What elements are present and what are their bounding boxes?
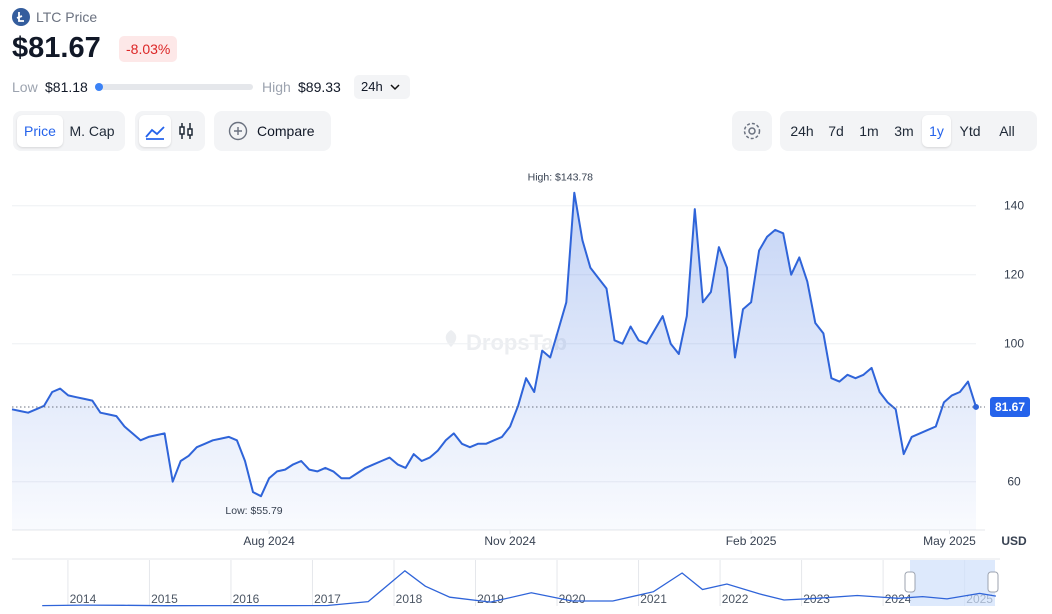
high-value: $89.33 (298, 79, 341, 95)
y-tick-label: 60 (1007, 475, 1021, 489)
candle-icon (179, 123, 193, 139)
last-point (973, 403, 979, 410)
navigator-tick-label: 2022 (722, 592, 749, 606)
range-dot (95, 83, 103, 91)
candle-chart-button[interactable] (171, 115, 201, 147)
coin-logo (12, 8, 30, 26)
navigator-tick-label: 2018 (396, 592, 423, 606)
line-chart-button[interactable] (139, 115, 171, 147)
navigator-tick-label: 2016 (233, 592, 260, 606)
currency-label: USD (1001, 534, 1027, 548)
metric-toggle: Price M. Cap (13, 111, 125, 151)
navigator-handle (987, 571, 999, 593)
navigator-window (910, 560, 995, 606)
x-tick-label: Feb 2025 (726, 534, 777, 548)
range-dropdown-label: 24h (361, 79, 383, 94)
period-toggle: 24h 7d 1m 3m 1y Ytd All (780, 111, 1037, 151)
navigator-tick-label: 2019 (477, 592, 504, 606)
price: $81.67 (12, 32, 101, 64)
low-value: $81.18 (45, 79, 88, 95)
coin-name: LTC Price (36, 9, 98, 25)
navigator-handle (904, 571, 916, 593)
change-badge: -8.03% (119, 36, 178, 62)
plus-icon (228, 121, 248, 141)
navigator-tick-label: 2014 (70, 592, 97, 606)
toggle-button[interactable]: All (999, 123, 1015, 139)
last-price-label: 81.67 (995, 400, 1025, 414)
x-tick-label: Nov 2024 (484, 534, 536, 548)
watermark-icon (445, 330, 457, 347)
range-bar (95, 83, 253, 91)
toggle-button[interactable]: 24h (790, 123, 814, 139)
coin-logo-glyph (16, 12, 24, 22)
settings-button[interactable] (732, 111, 772, 151)
toggle-button[interactable]: Price (17, 115, 63, 147)
price-line (11, 191, 977, 498)
area-fill (12, 192, 976, 530)
last-price-box (990, 396, 1030, 417)
gear-icon (743, 122, 761, 140)
navigator-tick-label: 2020 (559, 592, 586, 606)
navigator-tick-label: 2021 (640, 592, 667, 606)
high-label: High (262, 79, 291, 95)
navigator-tick-label: 2024 (885, 592, 912, 606)
toggle-button[interactable]: 3m (894, 123, 914, 139)
navigator-tick-label: 2015 (151, 592, 178, 606)
x-tick-label: Aug 2024 (243, 534, 295, 548)
x-tick-label: May 2025 (923, 534, 976, 548)
y-tick-label: 140 (1004, 199, 1024, 213)
toggle-button[interactable]: 7d (828, 123, 844, 139)
watermark: DropsTab (466, 330, 567, 355)
chevron (390, 84, 400, 91)
toggle-button[interactable]: Ytd (959, 123, 981, 139)
chart: DropsTab 60 100 120 140 Aug 2024 Nov 2024 Feb … (11, 172, 1030, 607)
y-tick-label: 100 (1004, 337, 1024, 351)
navigator-tick-label: 2023 (803, 592, 830, 606)
toggle-button[interactable]: 1y (922, 115, 951, 147)
compare-label: Compare (257, 123, 315, 139)
navigator-tick-label: 2017 (314, 592, 341, 606)
line-icon (145, 126, 165, 140)
toggle-button[interactable]: M. Cap (69, 123, 115, 139)
toggle-button[interactable]: 1m (859, 123, 879, 139)
y-tick-label: 120 (1004, 268, 1024, 282)
navigator-line (42, 569, 997, 607)
low-annotation: Low: $55.79 (225, 505, 282, 517)
low-label: Low (12, 79, 38, 95)
range-dropdown[interactable]: 24h (354, 75, 410, 99)
chart-type-toggle (135, 111, 205, 151)
high-annotation: High: $143.78 (528, 172, 594, 184)
compare-button[interactable]: Compare (214, 111, 331, 151)
